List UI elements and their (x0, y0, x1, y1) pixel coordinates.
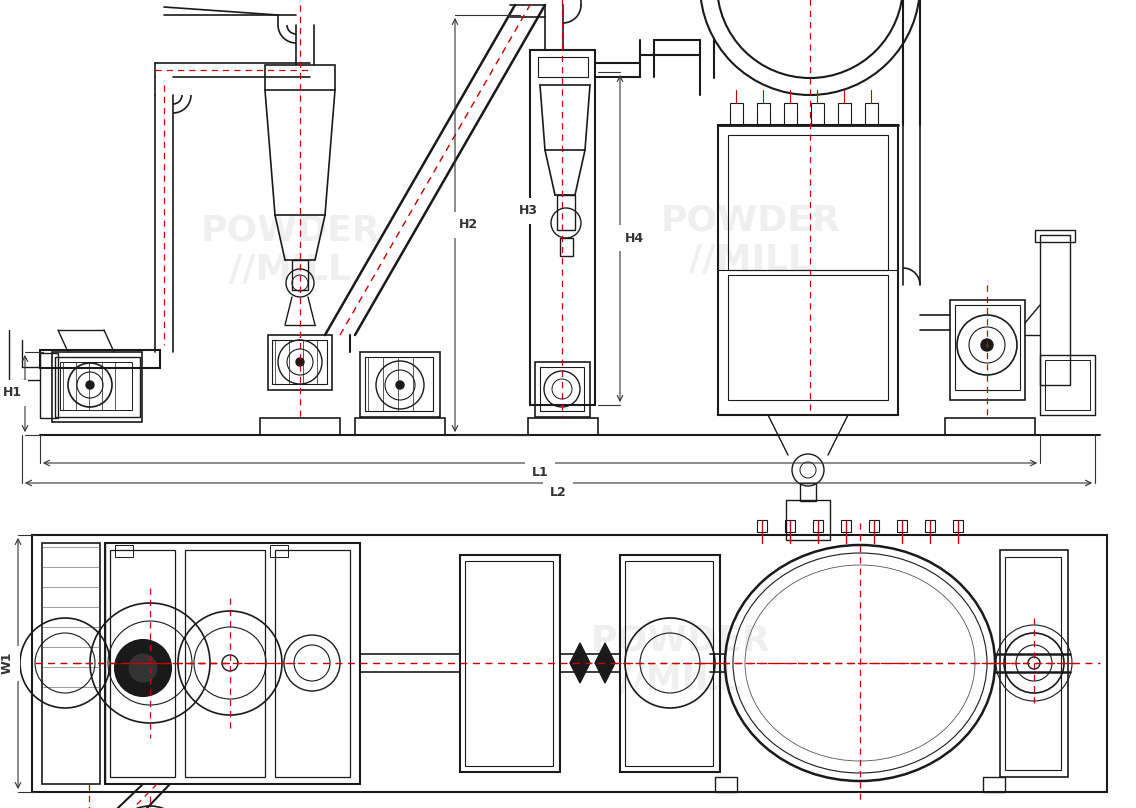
Bar (260, 418, 340, 435)
Bar (270, 545, 289, 557)
Bar (557, 195, 575, 230)
Bar (869, 520, 879, 532)
Circle shape (128, 653, 158, 683)
Bar (1039, 235, 1070, 385)
Bar (811, 103, 824, 125)
Bar (841, 520, 851, 532)
Polygon shape (58, 330, 114, 352)
Polygon shape (265, 90, 335, 215)
Bar (531, 50, 595, 405)
Text: H1: H1 (2, 386, 22, 399)
Bar (728, 275, 888, 400)
Bar (1005, 557, 1061, 770)
Bar (272, 340, 327, 384)
Bar (925, 520, 935, 532)
Bar (813, 520, 822, 532)
Circle shape (296, 358, 304, 366)
Bar (1039, 355, 1095, 415)
Bar (784, 103, 797, 125)
Bar (528, 418, 598, 435)
Text: H2: H2 (459, 218, 477, 232)
Bar (268, 335, 332, 390)
Bar (897, 520, 907, 532)
Bar (105, 543, 360, 784)
Bar (275, 550, 350, 777)
Bar (42, 543, 100, 784)
Text: POWDER
//MILL: POWDER //MILL (590, 623, 770, 696)
Bar (757, 520, 767, 532)
Bar (757, 103, 770, 125)
Bar (460, 555, 560, 772)
Bar (185, 550, 265, 777)
Bar (360, 352, 440, 417)
Bar (800, 483, 816, 501)
Bar (32, 535, 1106, 792)
Bar (625, 561, 713, 766)
Bar (945, 418, 1035, 435)
Text: L2: L2 (550, 486, 567, 499)
Bar (60, 362, 132, 410)
Bar (786, 500, 830, 540)
Circle shape (396, 381, 404, 389)
Polygon shape (570, 643, 590, 683)
Bar (1045, 360, 1091, 410)
Bar (728, 135, 888, 270)
Bar (110, 550, 175, 777)
Bar (540, 367, 584, 411)
Text: POWDER
//MILL: POWDER //MILL (200, 213, 379, 287)
Bar (538, 57, 588, 77)
Text: W1: W1 (0, 652, 14, 674)
Bar (715, 777, 737, 792)
Bar (354, 418, 445, 435)
Bar (560, 238, 573, 256)
Text: H4: H4 (625, 232, 644, 245)
Bar (983, 777, 1005, 792)
Bar (535, 362, 590, 417)
Bar (52, 352, 142, 422)
Bar (718, 125, 897, 415)
Bar (785, 520, 795, 532)
Bar (1035, 230, 1075, 242)
Bar (40, 350, 160, 368)
Bar (365, 357, 433, 411)
Bar (1000, 550, 1068, 777)
Bar (55, 357, 140, 417)
Bar (955, 305, 1020, 390)
Bar (950, 300, 1025, 400)
Circle shape (86, 381, 94, 389)
Bar (40, 353, 58, 418)
Circle shape (982, 339, 993, 351)
Bar (838, 103, 851, 125)
Bar (265, 65, 335, 90)
Bar (465, 561, 553, 766)
Bar (864, 103, 878, 125)
Bar (620, 555, 720, 772)
Bar (115, 545, 133, 557)
Bar (292, 260, 308, 290)
Text: POWDER
//MILL: POWDER //MILL (660, 204, 840, 276)
Circle shape (140, 653, 160, 673)
Bar (730, 103, 743, 125)
Text: L1: L1 (532, 465, 549, 478)
Polygon shape (595, 643, 615, 683)
Bar (953, 520, 963, 532)
Circle shape (115, 640, 172, 696)
Text: H3: H3 (518, 204, 537, 217)
